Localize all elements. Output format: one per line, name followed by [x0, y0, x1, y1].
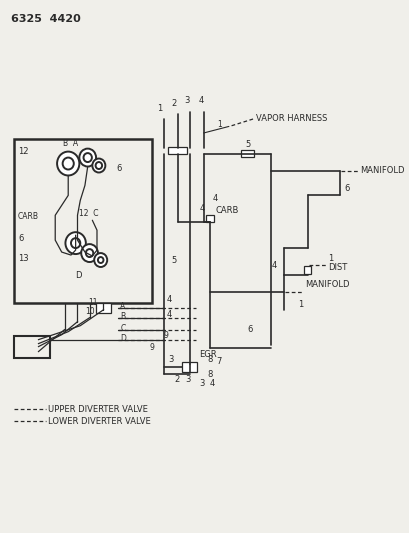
Text: 11: 11 [88, 298, 97, 308]
Bar [14, 139, 151, 303]
Text: 4: 4 [200, 204, 205, 213]
Text: UPPER DIVERTER VALVE: UPPER DIVERTER VALVE [48, 405, 147, 414]
Circle shape [95, 162, 102, 169]
Text: EGR: EGR [199, 350, 216, 359]
Text: 2: 2 [171, 99, 176, 108]
Text: MANIFOLD: MANIFOLD [360, 166, 404, 175]
Circle shape [79, 149, 96, 166]
Text: B: B [120, 312, 125, 321]
Text: A: A [120, 302, 125, 311]
Text: CARB: CARB [18, 212, 39, 221]
Text: B  A: B A [63, 139, 78, 148]
Circle shape [94, 253, 107, 267]
Bar [206, 215, 214, 222]
Text: 6325  4420: 6325 4420 [11, 14, 80, 25]
Text: 1: 1 [327, 254, 333, 263]
Circle shape [65, 232, 85, 254]
Text: 1: 1 [298, 300, 303, 309]
Text: 4: 4 [271, 261, 276, 270]
Text: 8: 8 [207, 355, 212, 364]
Text: 3: 3 [199, 379, 204, 388]
Text: C: C [120, 324, 125, 333]
Text: 6: 6 [18, 233, 23, 243]
Text: 12  C: 12 C [79, 209, 99, 218]
Bar [96, 303, 111, 313]
Text: 1: 1 [157, 104, 162, 114]
Text: 4: 4 [166, 295, 171, 304]
Circle shape [57, 151, 79, 175]
Circle shape [92, 158, 105, 173]
Text: 3: 3 [185, 375, 190, 384]
Bar [168, 147, 187, 154]
Text: D: D [74, 271, 81, 280]
Text: 2: 2 [173, 375, 179, 384]
Text: LOWER DIVERTER VALVE: LOWER DIVERTER VALVE [48, 417, 150, 426]
Bar [14, 336, 49, 358]
Text: 9: 9 [164, 331, 168, 340]
Text: 1: 1 [217, 120, 222, 129]
Text: 4: 4 [209, 379, 214, 388]
Text: 5: 5 [245, 140, 250, 149]
Text: 13: 13 [18, 254, 29, 263]
Text: MANIFOLD: MANIFOLD [304, 280, 348, 289]
Text: 3: 3 [184, 96, 189, 106]
Text: VAPOR HARNESS: VAPOR HARNESS [255, 114, 326, 123]
Text: 4: 4 [199, 96, 204, 106]
Text: DIST: DIST [327, 263, 346, 272]
Text: 6: 6 [247, 325, 252, 334]
Text: 12: 12 [18, 147, 29, 156]
Text: 6: 6 [344, 184, 349, 193]
Text: 4: 4 [166, 310, 171, 319]
Text: D: D [120, 334, 126, 343]
Circle shape [83, 153, 92, 162]
Bar [182, 362, 197, 373]
Text: 8: 8 [207, 370, 212, 379]
Circle shape [98, 257, 103, 263]
Circle shape [81, 244, 98, 262]
Text: 7: 7 [216, 357, 222, 366]
Circle shape [71, 238, 80, 248]
Circle shape [85, 249, 93, 257]
Text: 10: 10 [85, 307, 94, 316]
Text: 9: 9 [150, 343, 154, 352]
Text: 4: 4 [213, 194, 218, 203]
Bar [303, 266, 311, 274]
Text: 3: 3 [168, 355, 173, 364]
Text: 5: 5 [171, 255, 176, 264]
Text: CARB: CARB [215, 206, 238, 215]
Circle shape [63, 158, 74, 169]
Bar [240, 150, 253, 157]
Text: 6: 6 [116, 164, 121, 173]
